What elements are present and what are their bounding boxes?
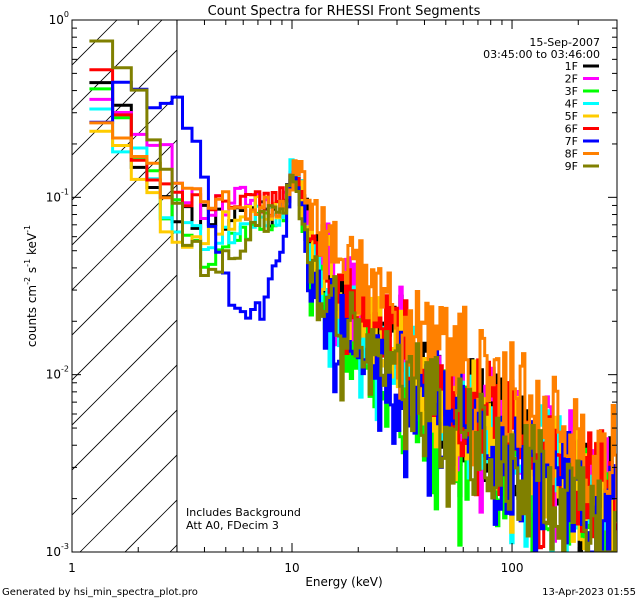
annotation-background: Includes Background <box>186 506 301 519</box>
y-tick-label-1e-1: 10-1 <box>46 187 69 204</box>
axis-ticks <box>71 19 618 553</box>
x-axis-label: Energy (keV) <box>305 575 382 589</box>
annotation-attenuator: Att A0, FDecim 3 <box>186 519 279 532</box>
plot-frame <box>71 19 618 553</box>
legend-label-5F: 5F <box>565 110 578 123</box>
legend-label-7F: 7F <box>565 135 578 148</box>
y-tick-label-1e-2: 10-2 <box>46 365 69 382</box>
legend-label-2F: 2F <box>565 73 578 86</box>
legend-label-3F: 3F <box>565 85 578 98</box>
legend-label-8F: 8F <box>565 148 578 161</box>
y-tick-label-1e0: 100 <box>49 10 69 27</box>
legend-time-range: 03:45:00 to 03:46:00 <box>483 48 600 61</box>
y-tick-labels: 100 10-1 10-2 10-3 <box>46 10 69 559</box>
legend-label-4F: 4F <box>565 98 578 111</box>
legend-label-9F: 9F <box>565 160 578 173</box>
footer-generated-by: Generated by hsi_min_spectra_plot.pro <box>2 587 198 598</box>
series-line-8F <box>89 121 617 524</box>
legend-date: 15-Sep-2007 <box>529 36 600 49</box>
series-layer <box>89 39 617 552</box>
series-line-9F <box>89 39 617 552</box>
footer-timestamp: 13-Apr-2023 01:55 <box>542 587 636 598</box>
legend-label-1F: 1F <box>565 60 578 73</box>
x-tick-label-1: 1 <box>68 561 76 575</box>
x-tick-labels: 1 10 100 <box>68 561 523 575</box>
chart-title: Count Spectra for RHESSI Front Segments <box>208 4 481 19</box>
x-tick-label-10: 10 <box>284 561 299 575</box>
y-axis-label: counts cm-2 s-1 keV-1 <box>23 225 39 347</box>
background-hatch-region <box>72 20 177 552</box>
x-tick-label-100: 100 <box>501 561 524 575</box>
legend-label-6F: 6F <box>565 123 578 136</box>
y-tick-label-1e-3: 10-3 <box>46 542 69 559</box>
